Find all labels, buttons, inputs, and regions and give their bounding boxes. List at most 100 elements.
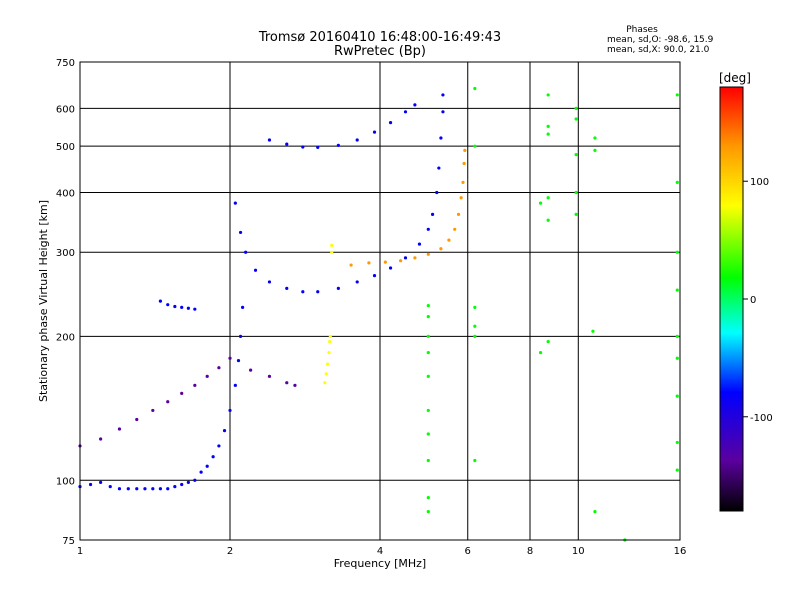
point-s7-27 — [574, 190, 578, 195]
point-s0-4 — [117, 487, 122, 491]
phases-title: Phases — [626, 25, 658, 35]
point-s0-13 — [186, 480, 190, 484]
point-s6-5 — [328, 334, 332, 338]
point-s3-9 — [456, 212, 461, 216]
point-s5-3 — [180, 305, 184, 309]
point-s5-2 — [173, 304, 177, 309]
point-s3-2 — [383, 260, 387, 264]
point-s3-7 — [447, 238, 451, 242]
point-s0-2 — [99, 480, 103, 484]
colorbar-ticks: 100 0 -100 — [743, 177, 773, 424]
point-s0-20 — [228, 408, 232, 413]
point-s7-25 — [574, 117, 578, 121]
point-s6-3 — [327, 350, 331, 355]
point-s2-1 — [285, 142, 289, 146]
grid-lines — [80, 62, 680, 540]
point-s0-6 — [135, 487, 139, 491]
point-s0-1 — [88, 482, 93, 487]
point-s6-2 — [326, 362, 330, 366]
x-tick-label-5: 10 — [572, 546, 585, 557]
point-s1-10 — [372, 274, 377, 278]
point-s2-0 — [267, 138, 272, 142]
point-s2-9 — [413, 103, 417, 107]
y-tick-label-2: 200 — [56, 332, 75, 343]
point-s1-14 — [426, 227, 430, 231]
point-s1-6 — [301, 290, 305, 294]
y-tick-label-0: 75 — [62, 536, 75, 547]
point-s5-5 — [193, 307, 197, 311]
point-s0-21 — [233, 383, 237, 387]
point-s7-16 — [546, 93, 550, 97]
point-s7-21 — [538, 201, 543, 205]
colorbar-label: [deg] — [719, 71, 751, 85]
point-s0-14 — [193, 478, 197, 482]
point-s0-10 — [166, 487, 170, 491]
point-s7-17 — [546, 124, 550, 128]
point-s3-12 — [462, 161, 466, 166]
point-s0-22 — [236, 358, 241, 363]
point-s4-8 — [205, 374, 209, 378]
point-s3-13 — [463, 148, 467, 152]
point-s3-8 — [453, 227, 457, 231]
plot-frame — [79, 61, 681, 541]
point-s6-7 — [330, 250, 334, 254]
point-s7-7 — [426, 458, 430, 463]
point-s1-5 — [285, 286, 289, 291]
x-axis-ticks: 1 2 4 6 8 10 16 — [77, 546, 687, 557]
point-s7-29 — [593, 148, 597, 152]
phases-line-x: mean, sd,X: 90.0, 21.0 — [607, 45, 710, 55]
point-s0-11 — [173, 485, 177, 489]
y-tick-label-7: 750 — [56, 58, 75, 69]
point-s4-2 — [117, 427, 122, 431]
point-s0-18 — [217, 444, 221, 448]
x-tick-label-2: 4 — [377, 546, 383, 557]
point-s1-13 — [417, 242, 422, 246]
point-s4-4 — [151, 408, 155, 413]
point-s4-14 — [293, 383, 297, 387]
point-s4-3 — [135, 417, 139, 422]
point-s7-9 — [426, 509, 430, 514]
point-s7-20 — [546, 218, 550, 222]
point-s7-18 — [546, 132, 550, 136]
point-s3-0 — [349, 263, 353, 267]
point-s0-16 — [205, 464, 209, 468]
point-s3-5 — [426, 252, 430, 256]
point-s7-37 — [675, 288, 679, 292]
point-s4-5 — [166, 400, 170, 404]
point-s7-4 — [426, 374, 430, 378]
y-tick-label-6: 600 — [56, 104, 75, 115]
chart-title: Tromsø 20160410 16:48:00-16:49:43 — [258, 30, 501, 45]
point-s0-8 — [151, 487, 155, 491]
point-s7-42 — [675, 468, 679, 472]
point-s0-24 — [241, 305, 245, 309]
point-s7-15 — [473, 144, 477, 148]
point-s3-11 — [461, 180, 465, 184]
point-s0-15 — [199, 470, 203, 474]
x-tick-label-3: 6 — [465, 546, 471, 557]
point-s6-0 — [323, 381, 327, 385]
point-s0-5 — [126, 487, 130, 491]
point-s4-7 — [193, 383, 197, 387]
colorbar — [719, 86, 744, 512]
point-s1-11 — [388, 266, 393, 270]
point-s7-41 — [675, 440, 679, 445]
x-tick-label-4: 8 — [527, 546, 533, 557]
point-s1-2 — [244, 250, 248, 254]
point-s2-6 — [372, 130, 377, 134]
point-s1-3 — [253, 268, 258, 272]
y-tick-label-1: 100 — [56, 476, 75, 487]
colorbar-tick-label-2: -100 — [750, 413, 773, 424]
colorbar-tick-label-1: 0 — [750, 295, 756, 306]
point-s7-12 — [473, 334, 477, 338]
point-s1-0 — [233, 201, 237, 205]
point-s7-38 — [675, 334, 679, 338]
point-s1-20 — [441, 93, 445, 97]
point-s2-8 — [403, 110, 408, 114]
point-s1-12 — [403, 256, 408, 260]
point-s1-15 — [430, 212, 435, 216]
point-s0-17 — [211, 455, 215, 459]
point-s4-13 — [285, 381, 289, 385]
point-s7-28 — [574, 212, 578, 216]
point-s1-19 — [441, 110, 445, 114]
